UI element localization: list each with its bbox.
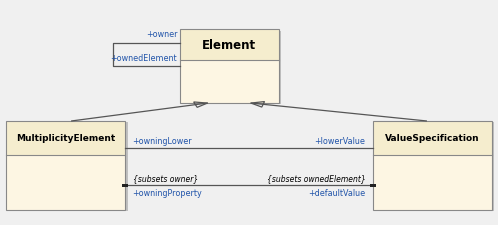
Text: +owningProperty: +owningProperty bbox=[132, 188, 202, 197]
Bar bbox=[373, 122, 492, 155]
Bar bbox=[375, 122, 494, 212]
Text: {subsets ownedElement}: {subsets ownedElement} bbox=[266, 174, 366, 183]
Bar bbox=[373, 155, 492, 210]
Text: +lowerValue: +lowerValue bbox=[315, 136, 366, 145]
Bar bbox=[180, 30, 279, 61]
Text: Element: Element bbox=[202, 39, 256, 52]
Bar bbox=[180, 30, 279, 104]
Text: ValueSpecification: ValueSpecification bbox=[385, 134, 480, 143]
Bar bbox=[6, 155, 125, 210]
Bar bbox=[6, 122, 125, 210]
Bar bbox=[370, 184, 376, 187]
Text: {subsets owner}: {subsets owner} bbox=[132, 174, 198, 183]
Bar bbox=[180, 61, 279, 104]
Bar bbox=[122, 184, 128, 187]
Text: +ownedElement: +ownedElement bbox=[111, 54, 177, 63]
Bar bbox=[9, 122, 127, 212]
Bar bbox=[182, 31, 281, 105]
Text: +owner: +owner bbox=[146, 30, 177, 39]
Text: +owningLower: +owningLower bbox=[132, 136, 192, 145]
Text: +defaultValue: +defaultValue bbox=[308, 188, 366, 197]
Bar bbox=[6, 122, 125, 155]
Text: MultiplicityElement: MultiplicityElement bbox=[16, 134, 116, 143]
Bar bbox=[373, 122, 492, 210]
